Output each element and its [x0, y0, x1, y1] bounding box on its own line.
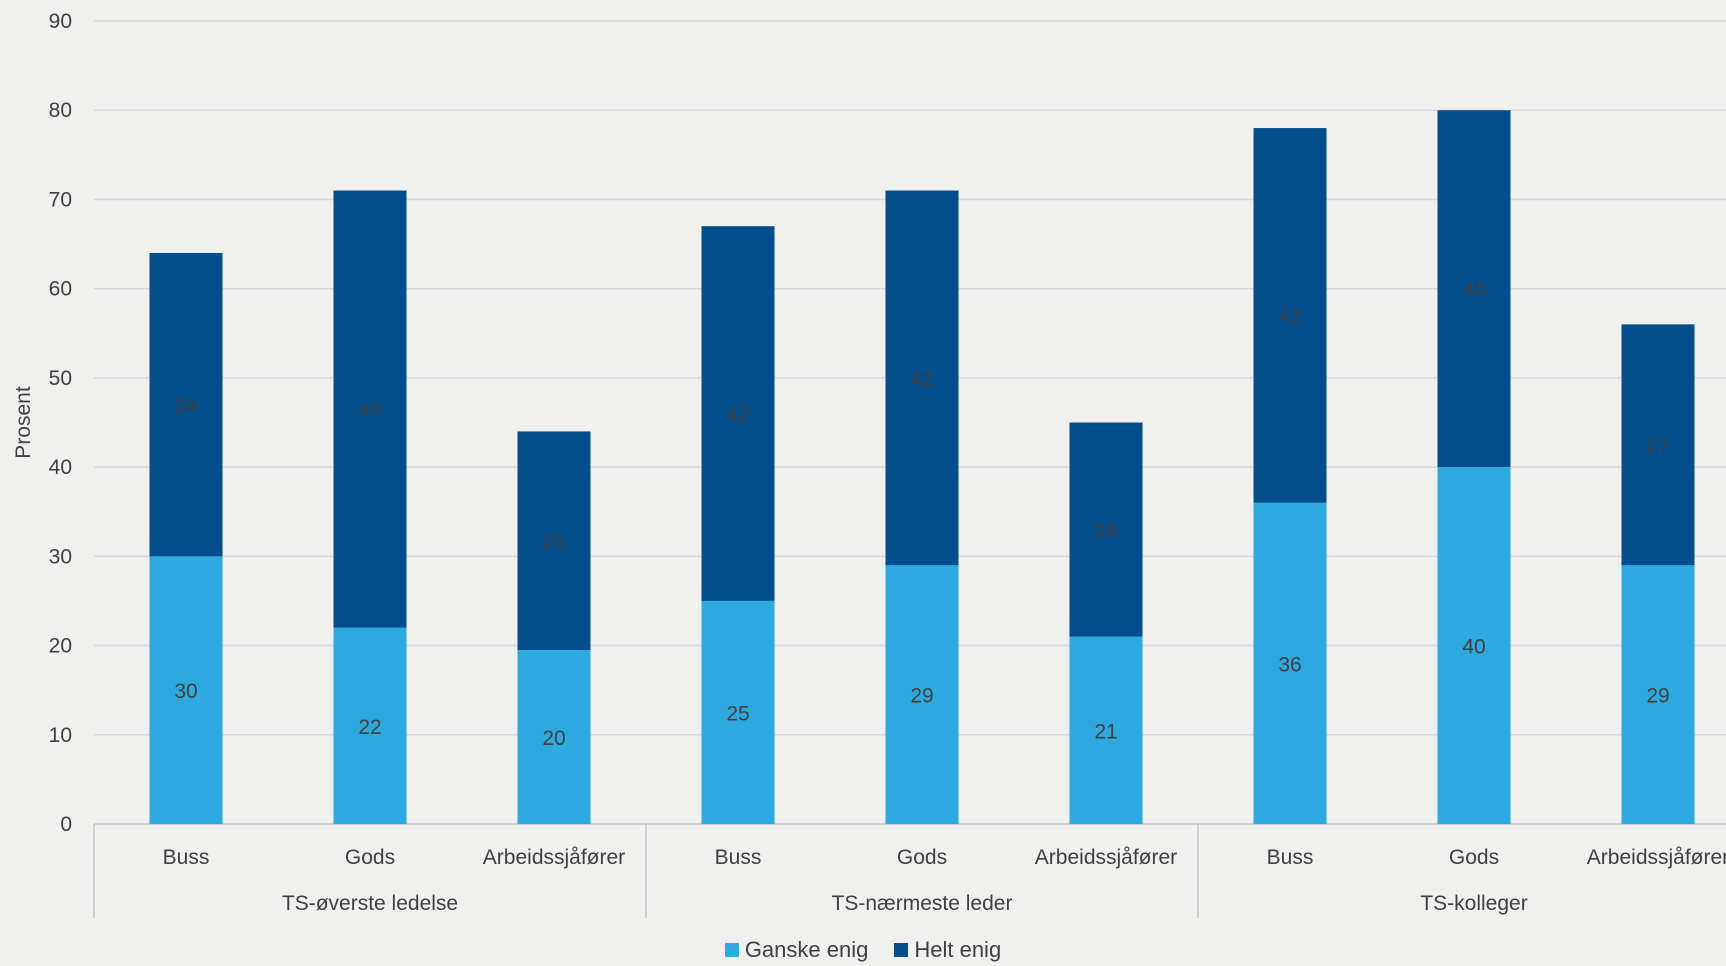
bar-ganske-enig-1-2: [1069, 636, 1143, 824]
legend-swatch-helt-enig: [894, 943, 909, 957]
y-tick-label-90: 90: [49, 10, 72, 33]
legend-item-helt-enig: Helt enig: [894, 937, 1001, 963]
data-label-ganske-enig-1-2: 21: [1094, 720, 1117, 743]
data-label-ganske-enig-2-1: 40: [1462, 636, 1485, 659]
data-label-ganske-enig-2-0: 36: [1278, 653, 1301, 676]
data-label-ganske-enig-1-0: 25: [726, 702, 749, 725]
data-label-helt-enig-2-2: 27: [1646, 435, 1669, 458]
x-tick-label-2-1: Gods: [1449, 846, 1499, 869]
data-label-ganske-enig-1-1: 29: [910, 685, 933, 708]
y-tick-label-20: 20: [49, 635, 72, 658]
data-label-helt-enig-0-1: 49: [358, 399, 381, 422]
y-tick-label-10: 10: [49, 724, 72, 747]
bar-ganske-enig-1-0: [701, 600, 775, 824]
x-tick-label-0-0: Buss: [163, 846, 210, 869]
data-label-helt-enig-1-1: 42: [910, 368, 933, 391]
y-tick-label-30: 30: [49, 545, 72, 568]
y-tick-label-60: 60: [49, 278, 72, 301]
bar-ganske-enig-0-1: [333, 627, 407, 824]
data-label-ganske-enig-0-1: 22: [358, 716, 381, 739]
bar-helt-enig-2-2: [1621, 324, 1695, 566]
data-label-helt-enig-0-0: 34: [174, 395, 198, 418]
bar-helt-enig-1-1: [885, 190, 959, 566]
bar-helt-enig-1-0: [701, 226, 775, 601]
bar-helt-enig-2-0: [1253, 128, 1327, 503]
legend-swatch-ganske-enig: [724, 943, 739, 957]
data-label-ganske-enig-0-2: 20: [542, 727, 565, 750]
data-label-helt-enig-1-2: 24: [1094, 520, 1118, 543]
bar-ganske-enig-2-0: [1253, 502, 1327, 824]
data-label-ganske-enig-2-2: 29: [1646, 685, 1669, 708]
x-tick-label-0-1: Gods: [345, 846, 395, 869]
legend: Ganske enig Helt enig: [0, 937, 1726, 963]
x-tick-label-0-2: Arbeidssjåfører: [483, 846, 625, 869]
y-tick-label-80: 80: [49, 99, 72, 122]
legend-label-helt-enig: Helt enig: [914, 937, 1002, 962]
bar-helt-enig-0-2: [517, 431, 591, 651]
x-tick-label-1-0: Buss: [715, 846, 762, 869]
y-tick-label-0: 0: [60, 813, 72, 836]
data-label-helt-enig-2-1: 40: [1462, 279, 1485, 302]
bar-ganske-enig-2-2: [1621, 565, 1695, 824]
bar-helt-enig-2-1: [1437, 110, 1511, 468]
bar-ganske-enig-2-1: [1437, 467, 1511, 824]
group-label-0: TS-øverste ledelse: [282, 892, 458, 915]
data-label-helt-enig-2-0: 42: [1278, 305, 1301, 328]
y-axis-title: Prosent: [12, 386, 35, 459]
bar-helt-enig-0-0: [149, 252, 223, 557]
x-tick-label-1-2: Arbeidssjåfører: [1035, 846, 1177, 869]
bar-ganske-enig-1-1: [885, 565, 959, 824]
bar-ganske-enig-0-0: [149, 556, 223, 824]
bar-helt-enig-0-1: [333, 190, 407, 628]
bar-helt-enig-1-2: [1069, 422, 1143, 637]
legend-label-ganske-enig: Ganske enig: [744, 937, 869, 962]
data-label-helt-enig-1-0: 42: [726, 404, 749, 427]
data-label-helt-enig-0-2: 25: [542, 531, 565, 554]
data-label-ganske-enig-0-0: 30: [174, 680, 197, 703]
y-tick-label-40: 40: [49, 456, 72, 479]
y-tick-label-70: 70: [49, 188, 72, 211]
legend-item-ganske-enig: Ganske enig: [724, 937, 869, 963]
x-tick-label-1-1: Gods: [897, 846, 947, 869]
x-tick-label-2-2: Arbeidssjåfører: [1587, 846, 1726, 869]
group-label-1: TS-nærmeste leder: [832, 892, 1013, 915]
y-tick-label-50: 50: [49, 367, 72, 390]
bar-ganske-enig-0-2: [517, 650, 591, 824]
group-label-2: TS-kolleger: [1420, 892, 1527, 915]
chart-svg: 0 10 20 30 40 50 60 70 80 90 Prosent 30 34 Buss 22 49 Go…: [12, 10, 1726, 918]
x-tick-label-2-0: Buss: [1267, 846, 1314, 869]
